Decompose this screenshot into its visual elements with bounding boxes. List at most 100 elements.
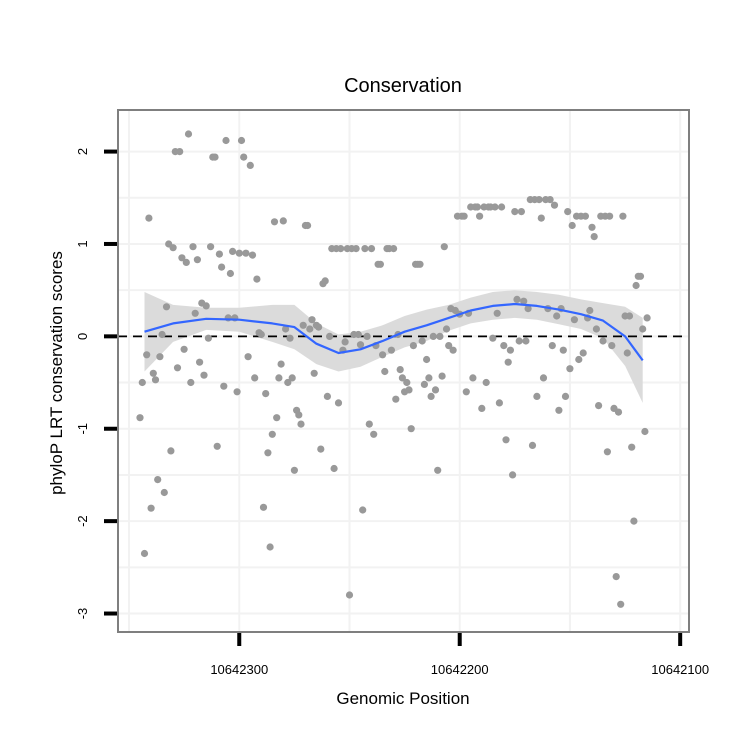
data-point <box>196 358 204 366</box>
data-point <box>275 374 283 382</box>
data-point <box>140 549 149 558</box>
data-point <box>606 212 614 220</box>
data-point <box>625 312 634 320</box>
data-point <box>425 374 433 382</box>
data-point <box>297 420 305 428</box>
x-axis: 10642300 10642200 10642100 <box>210 633 709 677</box>
data-point <box>288 374 296 382</box>
data-point <box>354 330 362 339</box>
data-point <box>253 275 261 283</box>
data-point <box>632 281 640 290</box>
data-point <box>508 471 517 479</box>
data-point <box>476 212 484 220</box>
data-point <box>211 153 219 161</box>
data-point <box>202 302 210 310</box>
data-point <box>337 245 345 253</box>
data-point <box>396 366 404 374</box>
data-point <box>619 212 627 220</box>
data-point <box>264 449 272 457</box>
data-point <box>493 309 501 317</box>
data-point <box>290 466 298 474</box>
data-point <box>158 330 166 339</box>
smooth-curve <box>144 302 644 362</box>
data-point <box>520 297 528 305</box>
data-point <box>178 254 186 262</box>
data-point <box>268 430 276 438</box>
data-point <box>145 214 153 222</box>
data-point <box>286 334 294 342</box>
data-point <box>308 316 316 324</box>
data-point <box>240 153 248 161</box>
data-point <box>442 325 451 333</box>
data-point <box>136 414 144 422</box>
data-point <box>365 420 373 428</box>
data-point <box>237 136 246 145</box>
data-point <box>282 325 290 333</box>
data-point <box>522 337 530 345</box>
data-point <box>418 337 426 345</box>
data-point <box>489 334 497 342</box>
data-point <box>284 378 292 387</box>
data-points-layer <box>136 130 651 608</box>
data-point <box>279 217 287 225</box>
data-point <box>403 378 411 387</box>
data-point <box>315 323 323 331</box>
data-point <box>623 349 631 357</box>
data-point <box>259 503 268 511</box>
data-point <box>379 351 387 359</box>
data-point <box>548 342 556 350</box>
y-tick-label: 2 <box>75 148 90 155</box>
data-point <box>213 442 221 450</box>
data-point <box>151 376 160 384</box>
x-tick-label: 10642300 <box>210 662 268 677</box>
data-point <box>643 314 651 322</box>
data-point <box>277 360 285 368</box>
data-point <box>641 427 649 436</box>
data-point <box>330 464 338 473</box>
data-point <box>491 203 499 211</box>
data-point <box>409 342 417 350</box>
data-point <box>189 243 197 251</box>
data-point <box>570 316 579 324</box>
data-point <box>251 374 259 382</box>
data-point <box>431 386 440 394</box>
data-point <box>603 448 612 456</box>
data-point <box>193 256 201 264</box>
data-point <box>581 212 590 220</box>
y-tick-label: -1 <box>75 423 90 435</box>
data-point <box>147 504 155 512</box>
data-point <box>248 251 257 259</box>
data-point <box>628 443 636 451</box>
y-tick-label: -2 <box>75 515 90 527</box>
data-point <box>222 136 230 145</box>
data-point <box>566 365 574 373</box>
data-point <box>367 245 376 253</box>
data-point <box>423 355 431 364</box>
y-tick-label: -3 <box>75 608 90 620</box>
data-point <box>553 312 561 320</box>
data-point <box>502 436 510 444</box>
data-point <box>235 249 243 257</box>
x-axis-title: Genomic Position <box>336 689 469 708</box>
data-point <box>500 342 508 350</box>
x-tick-label: 10642100 <box>651 662 709 677</box>
y-tick-label: 1 <box>75 240 90 247</box>
data-point <box>156 353 164 361</box>
data-point <box>592 325 601 333</box>
data-point <box>191 309 199 317</box>
data-point <box>482 378 490 387</box>
chart-title: Conservation <box>344 75 462 97</box>
data-point <box>180 345 188 353</box>
data-point <box>617 600 625 608</box>
data-point <box>561 392 570 400</box>
data-point <box>246 161 254 169</box>
data-point <box>149 369 157 377</box>
data-point <box>436 332 444 340</box>
smooth-curve-layer <box>144 302 644 362</box>
data-point <box>326 332 334 340</box>
data-point <box>588 223 596 231</box>
data-point <box>612 573 620 581</box>
data-point <box>323 392 331 400</box>
data-point <box>226 269 234 278</box>
